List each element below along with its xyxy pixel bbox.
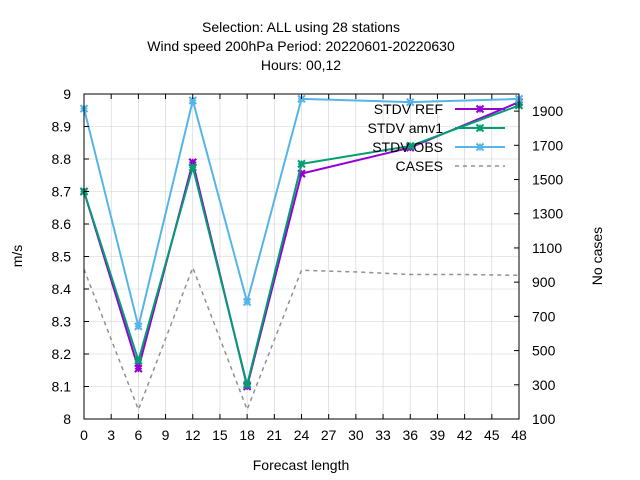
y-axis-label: m/s — [9, 245, 25, 268]
legend-item: STDV OBS — [372, 139, 505, 155]
y2-tick-label: 1900 — [532, 103, 563, 119]
y-tick-label: 8.4 — [52, 281, 72, 297]
y-tick-label: 8.3 — [52, 314, 72, 330]
y-tick-label: 8.2 — [52, 346, 72, 362]
y2-tick-label: 500 — [532, 343, 556, 359]
x-tick-label: 48 — [511, 427, 527, 443]
x-tick-label: 9 — [162, 427, 170, 443]
legend: STDV REF STDV amv1 STDV OBS CASES — [368, 101, 505, 174]
legend-item: STDV amv1 — [368, 120, 505, 136]
y2-tick-label: 700 — [532, 308, 556, 324]
series-cases — [83, 265, 520, 412]
y2-axis-label: No cases — [589, 227, 605, 285]
x-tick-label: 45 — [484, 427, 500, 443]
series-stdv-amv1 — [79, 101, 524, 390]
y2-tick-label: 100 — [532, 411, 556, 427]
y2-tick-label: 300 — [532, 377, 556, 393]
x-tick-label: 33 — [375, 427, 391, 443]
data-point-marker — [406, 141, 415, 151]
data-point-marker — [297, 159, 306, 169]
y2-tick-label: 1500 — [532, 172, 563, 188]
x-tick-label: 18 — [239, 427, 255, 443]
legend-label: STDV amv1 — [368, 120, 444, 136]
data-point-marker — [134, 356, 143, 365]
x-tick-label: 6 — [134, 427, 142, 443]
x-tick-label: 15 — [212, 427, 228, 443]
data-point-marker — [242, 380, 252, 390]
x-tick-label: 3 — [107, 427, 115, 443]
x-tick-label: 42 — [457, 427, 473, 443]
y-tick-label: 8.5 — [52, 249, 72, 265]
y2-tick-label: 1300 — [532, 206, 563, 222]
plot-border — [83, 93, 520, 420]
x-tick-label: 27 — [321, 427, 337, 443]
y2-tick-label: 1100 — [532, 240, 562, 256]
x-tick-label: 21 — [267, 427, 283, 443]
y-tick-label: 8.8 — [52, 151, 72, 167]
legend-item: CASES — [396, 158, 505, 174]
data-point-marker — [134, 364, 143, 373]
x-tick-label: 39 — [430, 427, 446, 443]
x-tick-label: 36 — [402, 427, 418, 443]
chart-title-line-3: Hours: 00,12 — [261, 57, 341, 73]
x-axis-label: Forecast length — [253, 457, 350, 473]
x-tick-label: 30 — [348, 427, 364, 443]
x-tick-label: 12 — [185, 427, 201, 443]
series-line — [83, 265, 520, 412]
chart-title-line-2: Wind speed 200hPa Period: 20220601-20220… — [147, 38, 455, 54]
y2-tick-label: 1700 — [532, 137, 563, 153]
x-tick-label: 24 — [294, 427, 310, 443]
y-tick-label: 8.6 — [52, 216, 72, 232]
legend-label: STDV REF — [374, 101, 443, 117]
y-tick-label: 9 — [63, 86, 71, 102]
y-tick-label: 8.1 — [52, 379, 72, 395]
data-point-marker — [134, 322, 143, 331]
y-tick-label: 8 — [63, 411, 71, 427]
legend-label: CASES — [396, 158, 443, 174]
tick-labels: 0 3 6 9 12 15 18 21 24 27 30 33 36 39 42 45 4888.18.28.3… — [52, 86, 564, 443]
data-point-marker — [188, 162, 197, 172]
series-layer — [79, 94, 524, 412]
x-tick-label: 0 — [80, 427, 88, 443]
legend-label: STDV OBS — [372, 139, 443, 155]
legend-item: STDV REF — [374, 101, 505, 117]
data-point-marker — [406, 97, 415, 107]
y-tick-label: 8.7 — [52, 184, 72, 200]
chart-title-line-1: Selection: ALL using 28 stations — [202, 19, 400, 35]
data-point-marker — [242, 297, 252, 307]
y2-tick-label: 900 — [532, 274, 556, 290]
y-tick-label: 8.9 — [52, 119, 72, 135]
